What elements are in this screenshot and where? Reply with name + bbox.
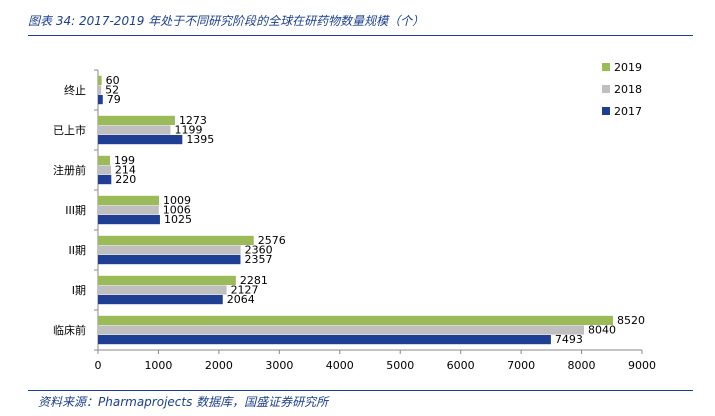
x-tick-label: 2000 bbox=[205, 359, 233, 372]
legend-swatch-2017 bbox=[602, 107, 610, 115]
data-label: 52 bbox=[105, 84, 119, 97]
x-tick-label: 8000 bbox=[568, 359, 596, 372]
legend-swatch-2018 bbox=[602, 85, 610, 93]
category-label: 已上市 bbox=[53, 123, 86, 137]
data-label: 1199 bbox=[174, 124, 202, 137]
bar-2017 bbox=[98, 295, 223, 305]
bar-2017 bbox=[98, 135, 183, 145]
data-label: 1009 bbox=[163, 194, 191, 207]
x-tick-label: 4000 bbox=[326, 359, 354, 372]
bar-2018 bbox=[98, 205, 159, 215]
data-label: 2127 bbox=[231, 284, 259, 297]
data-label: 2064 bbox=[227, 293, 255, 306]
bar-2019 bbox=[98, 155, 111, 165]
bar-2018 bbox=[98, 85, 102, 95]
bar-2019 bbox=[98, 275, 236, 285]
category-label: II期 bbox=[69, 244, 87, 257]
data-label: 199 bbox=[114, 154, 135, 167]
title-rule bbox=[28, 35, 693, 36]
data-label: 8520 bbox=[617, 314, 645, 327]
bar-2019 bbox=[98, 235, 254, 245]
data-label: 7493 bbox=[555, 333, 583, 346]
figure-title: 图表 34: 2017-2019 年处于不同研究阶段的全球在研药物数量规模（个） bbox=[28, 14, 425, 28]
category-label: I期 bbox=[72, 284, 86, 297]
legend-swatch-2019 bbox=[602, 63, 610, 71]
data-label: 2281 bbox=[240, 274, 268, 287]
bar-2018 bbox=[98, 325, 584, 335]
data-label: 2357 bbox=[244, 253, 272, 266]
category-label: 临床前 bbox=[53, 323, 86, 337]
category-label: III期 bbox=[65, 204, 86, 217]
x-tick-label: 7000 bbox=[507, 359, 535, 372]
bar-2017 bbox=[98, 335, 551, 345]
data-label: 1025 bbox=[164, 213, 192, 226]
bar-2018 bbox=[98, 245, 241, 255]
x-tick-label: 6000 bbox=[447, 359, 475, 372]
data-label: 79 bbox=[107, 93, 121, 106]
bar-2019 bbox=[98, 315, 613, 325]
data-label: 2576 bbox=[258, 234, 286, 247]
data-label: 1395 bbox=[186, 133, 214, 146]
x-tick-label: 9000 bbox=[628, 359, 656, 372]
bar-2017 bbox=[98, 215, 160, 225]
bar-2018 bbox=[98, 165, 111, 175]
data-label: 1273 bbox=[179, 114, 207, 127]
legend-label: 2017 bbox=[614, 105, 642, 118]
data-label: 1006 bbox=[163, 204, 191, 217]
bar-2017 bbox=[98, 95, 103, 105]
bar-2018 bbox=[98, 285, 227, 295]
source-rule bbox=[28, 390, 693, 391]
data-label: 2360 bbox=[245, 244, 273, 257]
bar-2019 bbox=[98, 75, 102, 85]
bar-2019 bbox=[98, 195, 159, 205]
bar-2018 bbox=[98, 125, 171, 135]
legend-label: 2018 bbox=[614, 83, 642, 96]
data-label: 8040 bbox=[588, 324, 616, 337]
data-label: 214 bbox=[115, 164, 136, 177]
figure-source: 资料来源：Pharmaprojects 数据库，国盛证券研究所 bbox=[38, 395, 329, 409]
bar-2019 bbox=[98, 115, 175, 125]
x-tick-label: 1000 bbox=[144, 359, 172, 372]
x-tick-label: 3000 bbox=[265, 359, 293, 372]
data-label: 220 bbox=[115, 173, 136, 186]
category-label: 注册前 bbox=[53, 163, 86, 177]
legend-label: 2019 bbox=[614, 61, 642, 74]
x-tick-label: 0 bbox=[95, 359, 102, 372]
category-label: 终止 bbox=[64, 83, 86, 97]
data-label: 60 bbox=[106, 74, 120, 87]
bar-2017 bbox=[98, 255, 241, 265]
bar-2017 bbox=[98, 175, 112, 185]
x-tick-label: 5000 bbox=[386, 359, 414, 372]
